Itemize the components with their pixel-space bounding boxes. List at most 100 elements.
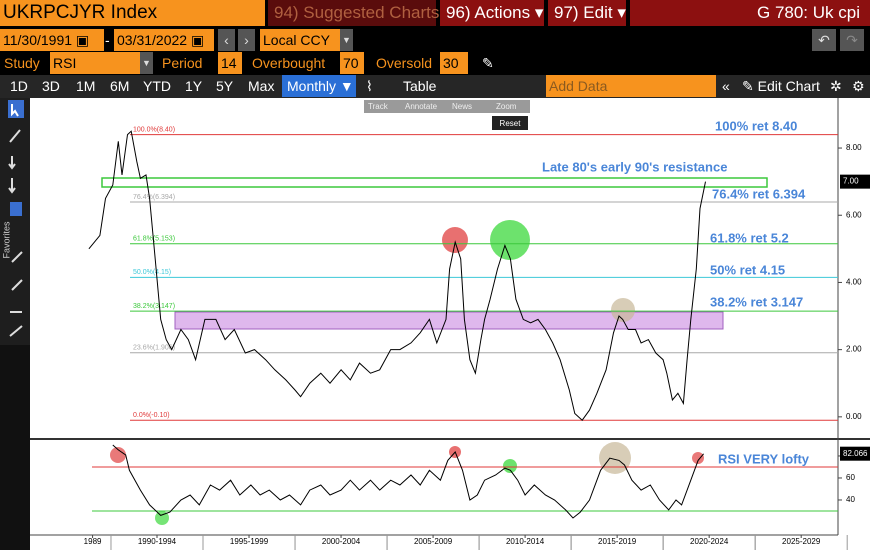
fib-label: 100.0%(8.40) [133,126,175,133]
fib-label: 0.0%(-0.10) [133,412,170,419]
sidebar-bottom [0,345,30,550]
undo-button[interactable]: ↶ [812,29,836,51]
date-separator: - [105,32,110,48]
next-button[interactable]: › [238,29,255,51]
y-tick-label: 6.00 [846,210,862,219]
range-button[interactable]: 5Y [216,78,234,94]
period-label: Period [162,55,203,71]
sidebar-label: Favorites [1,221,11,259]
study-select[interactable]: RSI [50,52,140,74]
annotation: 50% ret 4.15 [710,262,785,277]
resistance-box [101,177,768,188]
x-tick-label: 1989 [84,537,102,546]
gear-icon[interactable]: ⚙ [852,78,865,94]
chart-icon[interactable]: ⌇ [366,78,373,94]
add-data-input[interactable]: Add Data [546,75,716,97]
end-date-text: 03/31/2022 [117,32,188,48]
y-tick-label: 60 [846,473,855,482]
currency-dropdown[interactable]: ▼ [340,29,353,51]
suggested-charts[interactable]: 94) Suggested Charts [268,0,439,26]
frequency-label: Monthly [287,78,337,94]
last-value-box [840,446,870,461]
fib-label: 76.4%(6.394) [133,194,175,201]
fib-label: 23.6%(1.906) [133,345,175,352]
y-tick-label: 40 [846,495,855,504]
edit-chart-label: Edit Chart [757,78,820,94]
highlight-circle [490,220,530,260]
annotation: Late 80's early 90's resistance [542,159,727,174]
highlight-circle [599,442,631,474]
reset-button[interactable]: Reset [500,119,522,128]
ticker-input[interactable]: UKRPCJYR Index [0,0,265,26]
start-date[interactable]: 11/30/1991 ▣ [0,29,104,51]
study-dropdown[interactable]: ▼ [140,52,153,74]
prev-button[interactable]: ‹ [218,29,235,51]
redo-button[interactable]: ↷ [840,29,864,51]
y-tick-label: 8.00 [846,143,862,152]
mini-tool[interactable]: Annotate [405,102,438,111]
y-tick-label: 4.00 [846,278,862,287]
highlight-circle [503,459,517,473]
annotation: RSI VERY lofty [718,451,810,466]
mini-toolbar: Reset [364,100,530,130]
function-title: G 780: Uk cpi [630,0,870,26]
x-tick-label: 2015-2019 [598,537,637,546]
x-tick-label: 2010-2014 [506,537,545,546]
mini-tool[interactable]: Zoom [496,102,517,111]
start-date-text: 11/30/1991 [3,32,73,48]
last-value-box [840,174,870,189]
pen-icon[interactable]: ✎ [482,55,494,71]
edit-label: 97) Edit [554,3,613,22]
x-tick-label: 2025-2029 [782,537,821,546]
data-line [112,444,704,519]
settings-icon[interactable]: ✲ [830,78,842,94]
range-button[interactable]: 6M [110,78,130,94]
mini-tool[interactable]: News [452,102,472,111]
highlight-circle [692,452,704,464]
overbought-label: Overbought [252,55,326,71]
range-button[interactable]: 1Y [185,78,203,94]
y-tick-label: 0.00 [846,412,862,421]
mini-tool[interactable]: Track [368,102,389,111]
collapse-button[interactable]: « [722,78,730,94]
highlight-circle [611,298,635,322]
highlight-circle [110,447,126,463]
x-tick-label: 1995-1999 [230,537,269,546]
sidebar [0,98,30,345]
x-tick-label: 1990-1994 [138,537,177,546]
fib-label: 61.8%(5.153) [133,236,175,243]
edit-chart-button[interactable]: ✎ Edit Chart [742,78,820,94]
last-value-label: 7.00 [843,177,859,186]
annotation: 61.8% ret 5.2 [710,230,789,245]
range-button[interactable]: Max [248,78,275,94]
range-button[interactable]: 1M [76,78,96,94]
highlight-circle [155,511,169,525]
actions-menu[interactable]: 96) Actions ▾ [440,0,544,26]
oversold-label: Oversold [376,55,433,71]
table-button[interactable]: Table [403,78,437,94]
x-tick-label: 2000-2004 [322,537,361,546]
study-label: Study [4,55,40,71]
last-value-label: 82.066 [843,449,868,458]
y-tick-label: 2.00 [846,345,862,354]
actions-label: 96) Actions [446,3,531,22]
edit-menu[interactable]: 97) Edit ▾ [548,0,626,26]
range-button[interactable]: YTD [143,78,171,94]
frequency-select[interactable]: Monthly ▼ [282,75,356,97]
x-tick-label: 2020-2024 [690,537,729,546]
fib-label: 50.0%(4.15) [133,269,171,276]
end-date[interactable]: 03/31/2022 ▣ [114,29,214,51]
overbought-input[interactable]: 70 [340,52,364,74]
range-button[interactable]: 1D [10,78,28,94]
currency-select[interactable]: Local CCY [260,29,340,51]
fib-label: 38.2%(3.147) [133,303,175,310]
annotation: 76.4% ret 6.394 [712,186,806,201]
range-button[interactable]: 3D [42,78,60,94]
data-line [88,130,706,421]
period-input[interactable]: 14 [218,52,242,74]
oversold-input[interactable]: 30 [440,52,468,74]
support-band [174,311,724,330]
annotation: 100% ret 8.40 [715,118,797,133]
